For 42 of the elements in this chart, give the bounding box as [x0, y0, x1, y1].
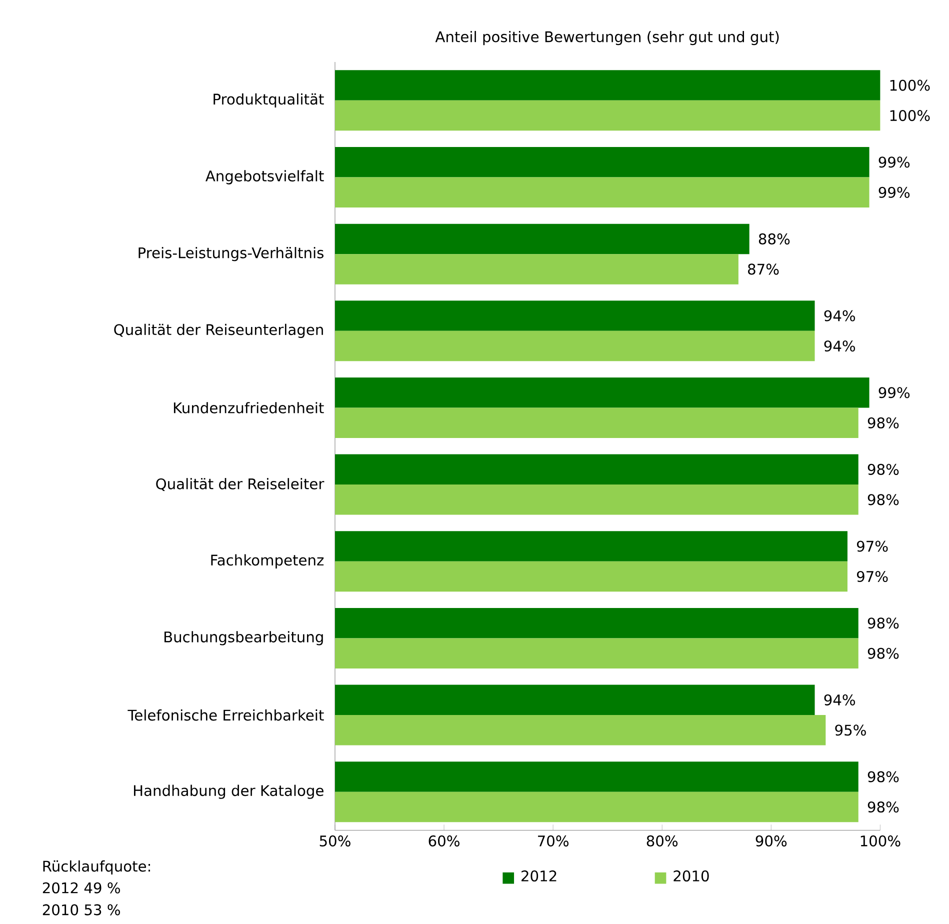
text: 2010 53 %: [42, 904, 120, 916]
data-label: 87%: [748, 263, 779, 275]
data-label: 95%: [835, 724, 866, 736]
data-label: 98%: [868, 464, 899, 475]
data-label: 97%: [856, 570, 888, 582]
legend-label: 2012: [522, 870, 556, 882]
data-label: 100%: [890, 80, 930, 91]
y-tick-label: Kundenzufriedenheit: [174, 402, 324, 414]
data-label: 98%: [868, 494, 899, 506]
data-label: 98%: [868, 771, 899, 782]
y-tick-label: Produktqualität: [214, 93, 324, 108]
x-tick-label: 60%: [428, 835, 460, 846]
data-label: 88%: [758, 233, 790, 244]
legend-label: 2010: [674, 870, 709, 882]
data-label: 99%: [878, 386, 910, 398]
y-tick-label: Telefonische Erreichbarkeit: [128, 709, 324, 720]
data-label: 99%: [878, 156, 910, 168]
data-label: 98%: [868, 417, 899, 428]
data-label: 97%: [856, 540, 888, 552]
chart-title: Anteil positive Bewertungen (sehr gut und gut): [435, 30, 779, 45]
x-tick-label: 70%: [538, 835, 568, 846]
y-tick-label: Handhabung der Kataloge: [134, 784, 324, 799]
text: 2012 49 %: [42, 882, 120, 894]
x-tick-label: 100%: [860, 835, 900, 846]
x-tick-label: 80%: [646, 835, 678, 846]
text: Rücklaufquote:: [43, 860, 150, 874]
y-tick-label: Fachkompetenz: [211, 554, 324, 568]
y-tick-label: Angebotsvielfalt: [206, 170, 324, 184]
data-label: 94%: [824, 694, 856, 706]
data-label: 98%: [868, 648, 899, 659]
x-tick-label: 90%: [756, 835, 787, 846]
data-label: 98%: [868, 801, 899, 812]
y-tick-label: Buchungsbearbeitung: [164, 630, 323, 646]
data-label: 98%: [868, 617, 899, 628]
data-label: 100%: [890, 110, 930, 121]
data-label: 94%: [824, 340, 856, 352]
x-tick-label: 50%: [320, 835, 350, 846]
data-label: 99%: [878, 186, 910, 198]
data-label: 94%: [824, 310, 856, 322]
y-tick-label: Qualität der Reiseleiter: [156, 478, 324, 491]
y-tick-label: Qualität der Reiseunterlagen: [114, 324, 323, 338]
y-tick-label: Preis-Leistungs-Verhältnis: [138, 246, 324, 261]
